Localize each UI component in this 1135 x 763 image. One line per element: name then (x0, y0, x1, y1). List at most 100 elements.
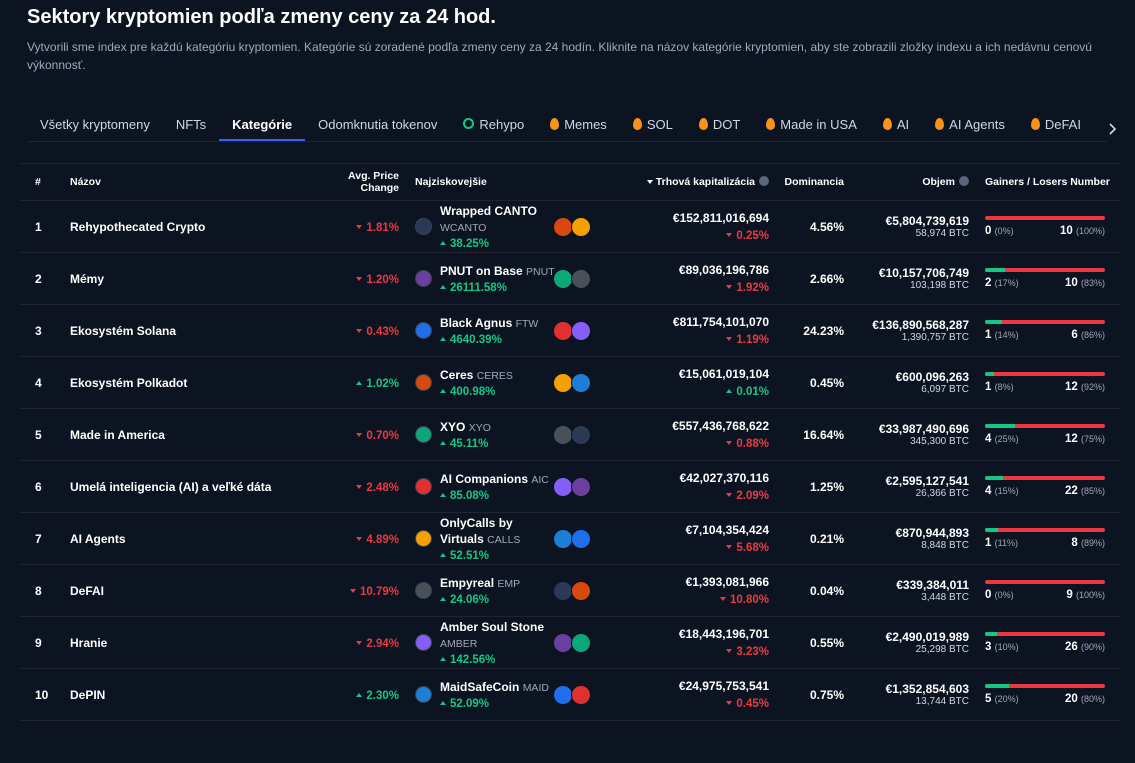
coin-icons-cell (553, 304, 615, 357)
top-change-value: 142.56% (450, 654, 496, 666)
change-arrow (440, 241, 446, 245)
avg-change-cell: 1.81% (310, 200, 405, 253)
volume: €1,352,854,603 (885, 682, 969, 696)
change-arrow (440, 701, 446, 705)
table-row[interactable]: 7 AI Agents 4.89% OnlyCalls by Virtuals CAL… (20, 512, 1120, 565)
change-arrow (356, 692, 363, 697)
coin-symbol: AIC (531, 474, 549, 486)
tab[interactable]: Made in USA (753, 108, 870, 141)
avg-change-value: 2.94% (366, 637, 399, 650)
gainers-count: 3 (985, 641, 992, 653)
avg-change-cell: 2.48% (310, 460, 405, 513)
category-name[interactable]: Ekosystém Solana (70, 304, 310, 357)
change-arrow (349, 588, 356, 593)
top-gainer[interactable]: Wrapped CANTO WCANTO 38.25% (415, 203, 555, 250)
scroll-right[interactable] (1108, 122, 1118, 136)
losers: 12 (75%) (1065, 433, 1105, 445)
tab[interactable]: Kategórie (219, 108, 306, 141)
category-name[interactable]: DeFAI (70, 564, 310, 617)
top-gainer-info: Empyreal EMP 24.06% (440, 575, 520, 606)
category-name[interactable]: Mémy (70, 252, 310, 305)
table-row[interactable]: 9 Hranie 2.94% Amber Soul Stone AMBER 142.56… (20, 616, 1120, 669)
top-gainer[interactable]: OnlyCalls by Virtuals CALLS 52.51% (415, 515, 555, 562)
table-row[interactable]: 4 Ekosystém Polkadot 1.02% Ceres CERES 400.9… (20, 356, 1120, 409)
top-gainer[interactable]: XYO XYO 45.11% (415, 419, 555, 450)
tab[interactable]: DOT (686, 108, 753, 141)
table-row[interactable]: 3 Ekosystém Solana 0.43% Black Agnus FTW 464… (20, 304, 1120, 357)
tab[interactable]: Odomknutia tokenov (305, 108, 450, 141)
category-name[interactable]: Hranie (70, 616, 310, 669)
top-gainer-info: PNUT on Base PNUT 26111.58% (440, 263, 555, 294)
gainers-bar (985, 372, 995, 376)
market-cap-cell: €811,754,101,070 1.19% (615, 304, 775, 357)
table-row[interactable]: 8 DeFAI 10.79% Empyreal EMP 24.06% €1,393,081… (20, 564, 1120, 617)
coin-name: AI Companions (440, 472, 529, 486)
top-gainer[interactable]: MaidSafeCoin MAID 52.09% (415, 679, 555, 710)
top-gainer[interactable]: Empyreal EMP 24.06% (415, 575, 555, 606)
tab[interactable]: Rehypo (450, 108, 537, 141)
top-gainer[interactable]: Ceres CERES 400.98% (415, 367, 555, 398)
top-gainer-name: Black Agnus FTW (440, 315, 538, 332)
change-arrow (356, 536, 363, 541)
tab[interactable]: Memes (537, 108, 620, 141)
tab[interactable]: AI (870, 108, 922, 141)
avg-change-value: 1.20% (366, 273, 399, 286)
losers-count: 9 (1066, 589, 1073, 601)
category-name[interactable]: AI Agents (70, 512, 310, 565)
column-header: # (20, 163, 70, 201)
avg-change-value: 10.79% (359, 585, 399, 598)
top-gainer-cell: MaidSafeCoin MAID 52.09% (405, 668, 555, 721)
tab[interactable]: Všetky kryptomeny (27, 108, 163, 141)
top-gainer[interactable]: AI Companions AIC 85.08% (415, 471, 555, 502)
table-row[interactable]: 5 Made in America 0.70% XYO XYO 45.11% €557,4… (20, 408, 1120, 461)
category-name[interactable]: Made in America (70, 408, 310, 461)
coin-icons (553, 424, 615, 445)
coin-icon (553, 476, 573, 497)
coin-icon (571, 580, 591, 601)
category-name[interactable]: DePIN (70, 668, 310, 721)
column-label: Objem (922, 176, 955, 188)
dominance: 0.45% (775, 356, 850, 409)
top-gainer[interactable]: PNUT on Base PNUT 26111.58% (415, 263, 555, 294)
dominance: 0.04% (775, 564, 850, 617)
gainers-bar (985, 424, 1015, 428)
volume-btc: 26,366 BTC (915, 488, 969, 499)
volume-btc: 8,848 BTC (921, 540, 969, 551)
rank: 8 (20, 564, 70, 617)
losers: 22 (85%) (1065, 485, 1105, 497)
tab[interactable]: NFTs (163, 108, 219, 141)
mcap-change-value: 0.88% (736, 438, 769, 450)
avg-change: 1.02% (356, 378, 399, 390)
tab[interactable]: SOL (620, 108, 686, 141)
gainers-losers-labels: 4 (15%) 22 (85%) (985, 485, 1105, 497)
volume-btc: 13,744 BTC (915, 696, 969, 707)
top-gainer-cell: PNUT on Base PNUT 26111.58% (405, 252, 555, 305)
market-cap: €1,393,081,966 (685, 575, 769, 589)
top-change: 45.11% (440, 438, 488, 450)
category-name[interactable]: Umelá inteligencia (AI) a veľké dáta (70, 460, 310, 513)
gainers-losers-labels: 1 (11%) 8 (89%) (985, 537, 1105, 549)
category-name[interactable]: Ekosystém Polkadot (70, 356, 310, 409)
gainers-bar (985, 632, 998, 636)
mcap-change-value: 0.01% (736, 386, 769, 398)
category-name[interactable]: Rehypothecated Crypto (70, 200, 310, 253)
table-row[interactable]: 1 Rehypothecated Crypto 1.81% Wrapped CANTO… (20, 200, 1120, 253)
top-gainer[interactable]: Black Agnus FTW 4640.39% (415, 315, 555, 346)
gainers-losers-labels: 1 (14%) 6 (86%) (985, 329, 1105, 341)
top-gainer-change-row: 45.11% (440, 436, 491, 450)
tab[interactable]: DeFAI (1018, 108, 1094, 141)
gainers-count: 5 (985, 693, 992, 705)
table-row[interactable]: 10 DePIN 2.30% MaidSafeCoin MAID 52.09% €24,9… (20, 668, 1120, 721)
column-label: Trhová kapitalizácia (655, 176, 755, 188)
losers: 10 (83%) (1065, 277, 1105, 289)
top-gainer[interactable]: Amber Soul Stone AMBER 142.56% (415, 619, 555, 666)
volume-cell: €5,804,739,619 58,974 BTC (850, 200, 975, 253)
change-arrow (726, 649, 733, 653)
table-row[interactable]: 2 Mémy 1.20% PNUT on Base PNUT 26111.58% €89,… (20, 252, 1120, 305)
column-header[interactable]: Trhová kapitalizácia (615, 163, 775, 201)
coin-icon (553, 580, 573, 601)
gainers-losers-bar (985, 632, 1105, 636)
table-row[interactable]: 6 Umelá inteligencia (AI) a veľké dáta 2.4… (20, 460, 1120, 513)
tab[interactable]: AI Agents (922, 108, 1018, 141)
gainers-pct: (11%) (994, 538, 1018, 548)
